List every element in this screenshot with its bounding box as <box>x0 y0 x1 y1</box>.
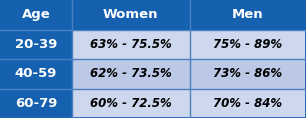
Text: 40-59: 40-59 <box>15 67 57 80</box>
Text: 73% - 86%: 73% - 86% <box>213 67 282 80</box>
Bar <box>0 88 72 118</box>
Text: 63% - 75.5%: 63% - 75.5% <box>90 38 172 51</box>
Bar <box>190 88 306 118</box>
Bar <box>72 59 190 88</box>
Bar <box>190 59 306 88</box>
Text: 60-79: 60-79 <box>15 97 57 110</box>
Bar <box>190 30 306 59</box>
Text: 70% - 84%: 70% - 84% <box>213 97 282 110</box>
Text: Women: Women <box>103 8 159 21</box>
Text: 20-39: 20-39 <box>15 38 57 51</box>
Text: 75% - 89%: 75% - 89% <box>213 38 282 51</box>
Bar <box>0 30 72 59</box>
Text: 60% - 72.5%: 60% - 72.5% <box>90 97 172 110</box>
Text: Men: Men <box>232 8 264 21</box>
Bar <box>72 88 190 118</box>
Bar <box>0 59 72 88</box>
Text: Age: Age <box>22 8 50 21</box>
Text: 62% - 73.5%: 62% - 73.5% <box>90 67 172 80</box>
Bar <box>190 0 306 30</box>
Bar <box>0 0 72 30</box>
Bar <box>72 30 190 59</box>
Bar <box>72 0 190 30</box>
